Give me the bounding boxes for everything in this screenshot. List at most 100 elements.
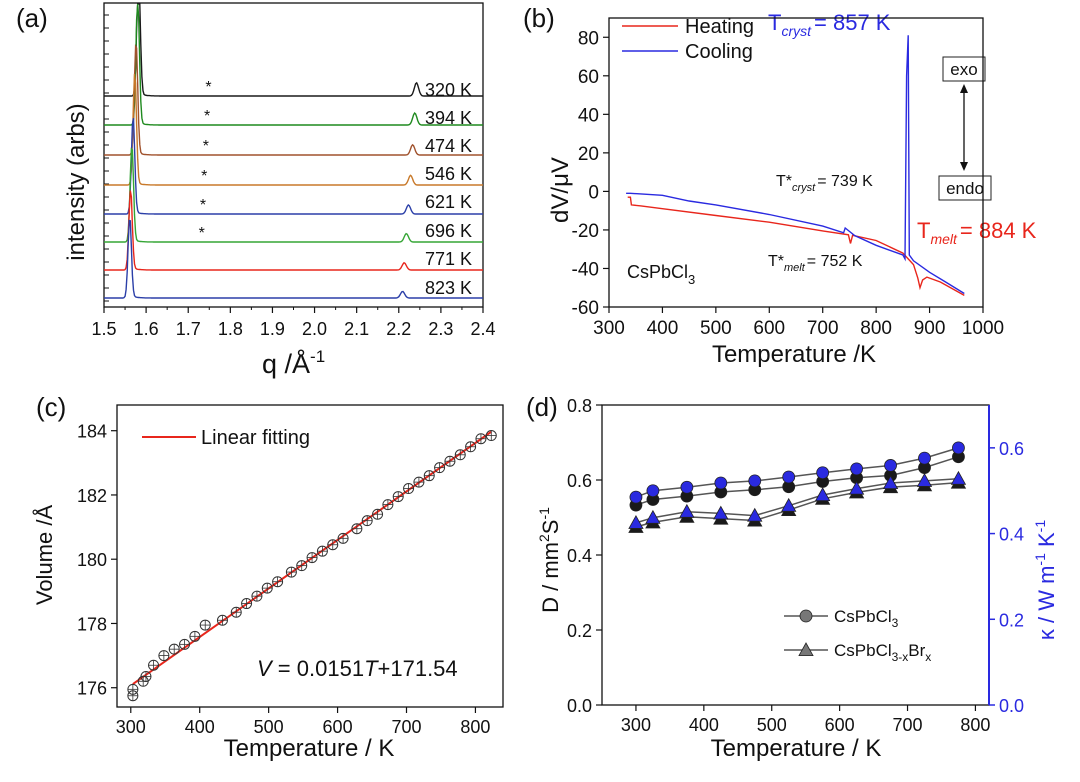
panel-b-y-label-mu: μ bbox=[547, 173, 574, 187]
panel-b-t-melt-label: Tmelt = 884 K bbox=[917, 218, 1037, 247]
t-star-cryst-main: T* bbox=[776, 173, 792, 190]
panel-b-y-tick-label: 80 bbox=[578, 28, 599, 49]
panel-d-marker-3 bbox=[781, 497, 797, 512]
t-melt-sub: melt bbox=[930, 231, 958, 247]
panel-a-temperature-label-1: 394 K bbox=[425, 108, 472, 128]
panel-c-x-tick-label: 700 bbox=[391, 717, 421, 737]
panel-d-marker-1 bbox=[748, 474, 762, 488]
panel-d-marker-1 bbox=[714, 476, 728, 490]
panel-d-x-tick-label: 500 bbox=[757, 715, 787, 735]
panel-d-left-y-tick-label: 0.4 bbox=[567, 546, 592, 566]
panel-d-left-y-tick-label: 0.2 bbox=[567, 621, 592, 641]
panel-b-t-star-melt-label: T*melt = 752 K bbox=[768, 253, 863, 274]
panel-b-x-tick-label: 900 bbox=[914, 318, 946, 339]
panel-d-right-y-tick-label: 0.0 bbox=[999, 696, 1024, 716]
panel-d-right-y-tick-label: 0.6 bbox=[999, 439, 1024, 459]
panel-d-marker-1 bbox=[850, 462, 864, 476]
panel-d-marker-1 bbox=[918, 451, 931, 465]
panel-a-y-axis-label: intensity (arbs) bbox=[63, 103, 90, 260]
panel-label-a: (a) bbox=[16, 3, 48, 33]
panel-a-asterisk-5: * bbox=[199, 225, 205, 242]
d-leg2-main: CsPbCl bbox=[834, 641, 892, 660]
panel-b-y-tick-label: 40 bbox=[578, 105, 599, 126]
d-leg1-sub: 3 bbox=[892, 616, 899, 630]
panel-a-pattern-1 bbox=[104, 3, 483, 126]
d-right-main: κ / W m bbox=[1034, 566, 1059, 641]
panel-a-x-tick-label: 1.8 bbox=[218, 319, 243, 339]
panel-b-x-tick-label: 700 bbox=[807, 318, 839, 339]
panel-b-y-label-unit: V bbox=[547, 157, 574, 173]
eq-mid: = 0.0151 bbox=[272, 656, 364, 681]
panel-c-y-axis-label: Volume /Å bbox=[32, 505, 57, 606]
t-star-melt-value: = 752 K bbox=[807, 253, 863, 270]
endo-label: endo bbox=[946, 179, 984, 198]
panel-b-x-tick-label: 800 bbox=[860, 318, 892, 339]
exo-box bbox=[942, 56, 986, 82]
exo-endo-arrow bbox=[960, 84, 968, 171]
panel-a-pattern-6 bbox=[104, 190, 483, 271]
panel-d-left-y-axis-label: D / mm2S-1 bbox=[536, 507, 563, 613]
panel-d-marker-3 bbox=[679, 503, 695, 518]
d-leg2-sub2: x bbox=[925, 650, 931, 664]
panel-d-marker-3 bbox=[950, 470, 967, 485]
panel-c-y-tick-label: 178 bbox=[77, 614, 107, 634]
endo-box bbox=[938, 175, 992, 201]
panel-a-x-axis-label: q /Å-1 bbox=[262, 347, 325, 379]
panel-a-temperature-label-2: 474 K bbox=[425, 136, 472, 156]
panel-b-y-tick-label: -60 bbox=[572, 298, 599, 319]
panel-d-marker-1 bbox=[629, 490, 643, 504]
panel-a-pattern-0 bbox=[104, 3, 483, 97]
panel-c-y-tick-label: 180 bbox=[77, 550, 107, 570]
panel-d-marker-1 bbox=[782, 470, 796, 484]
t-star-cryst-value: = 739 K bbox=[817, 173, 873, 190]
panel-d-left-y-tick-label: 0.0 bbox=[567, 696, 592, 716]
panel-c-y-tick-label: 176 bbox=[77, 679, 107, 699]
panel-d-legend-marker-0 bbox=[799, 609, 813, 623]
eq-tail: +171.54 bbox=[378, 656, 458, 681]
panel-d-legend-label-1: CsPbCl3 bbox=[834, 607, 899, 630]
panel-d-marker-1 bbox=[680, 480, 694, 494]
panel-d-left-y-tick-label: 0.6 bbox=[567, 471, 592, 491]
panel-d-left-y-tick-label: 0.8 bbox=[567, 396, 592, 416]
panel-c-y-tick-label: 182 bbox=[77, 486, 107, 506]
panel-a-temperature-label-4: 621 K bbox=[425, 192, 472, 212]
panel-c-y-tick-label: 184 bbox=[77, 422, 107, 442]
panel-d-marker-3 bbox=[814, 487, 831, 502]
panel-d-marker-1 bbox=[646, 484, 660, 498]
t-star-melt-sub: melt bbox=[784, 262, 806, 274]
panel-a: (a) intensity (arbs) q /Å-1 1.5 1.6 1.7 1.8… bbox=[16, 2, 496, 379]
panel-a-x-tick-label: 2.0 bbox=[302, 319, 327, 339]
eq-tvar: T bbox=[364, 656, 379, 681]
panel-b-x-tick-label: 500 bbox=[700, 318, 732, 339]
panel-b-x-tick-label: 600 bbox=[753, 318, 785, 339]
panel-a-temperature-label-0: 320 K bbox=[425, 80, 472, 100]
d-right-sup1: -1 bbox=[1032, 553, 1048, 566]
panel-b-frame bbox=[608, 17, 984, 308]
panel-b-y-tick-label: 20 bbox=[578, 144, 599, 165]
exo-label: exo bbox=[950, 60, 977, 79]
panel-c-equation: V = 0.0151T+171.54 bbox=[257, 656, 458, 681]
panel-b-series-heating bbox=[627, 196, 965, 297]
panel-c: (c) Volume /Å Temperature / K V = 0.0151… bbox=[32, 392, 504, 762]
d-left-mid: S bbox=[538, 520, 563, 535]
panel-d-marker-1 bbox=[816, 466, 830, 480]
d-left-sup2: -1 bbox=[536, 507, 552, 520]
panel-c-legend-label: Linear fitting bbox=[201, 427, 310, 449]
panel-d-x-axis-label: Temperature / K bbox=[711, 735, 882, 762]
panel-a-x-tick-label: 1.9 bbox=[260, 319, 285, 339]
panel-c-x-tick-label: 400 bbox=[185, 717, 215, 737]
panel-d-x-tick-label: 300 bbox=[621, 715, 651, 735]
panel-d-marker-3 bbox=[848, 480, 865, 495]
panel-b-y-tick-label: -20 bbox=[572, 221, 599, 242]
d-leg1-main: CsPbCl bbox=[834, 607, 892, 626]
panel-label-c: (c) bbox=[36, 392, 66, 422]
panel-a-x-tick-label: 1.5 bbox=[91, 319, 116, 339]
panel-d-marker-3 bbox=[645, 509, 661, 524]
panel-b-y-tick-label: 0 bbox=[588, 182, 599, 203]
t-star-cryst-sub: cryst bbox=[792, 182, 816, 194]
panel-d-x-tick-label: 400 bbox=[689, 715, 719, 735]
panel-a-x-label-sup: -1 bbox=[310, 347, 325, 366]
panel-b-x-tick-label: 400 bbox=[647, 318, 679, 339]
panel-a-asterisk-1: * bbox=[204, 108, 210, 125]
